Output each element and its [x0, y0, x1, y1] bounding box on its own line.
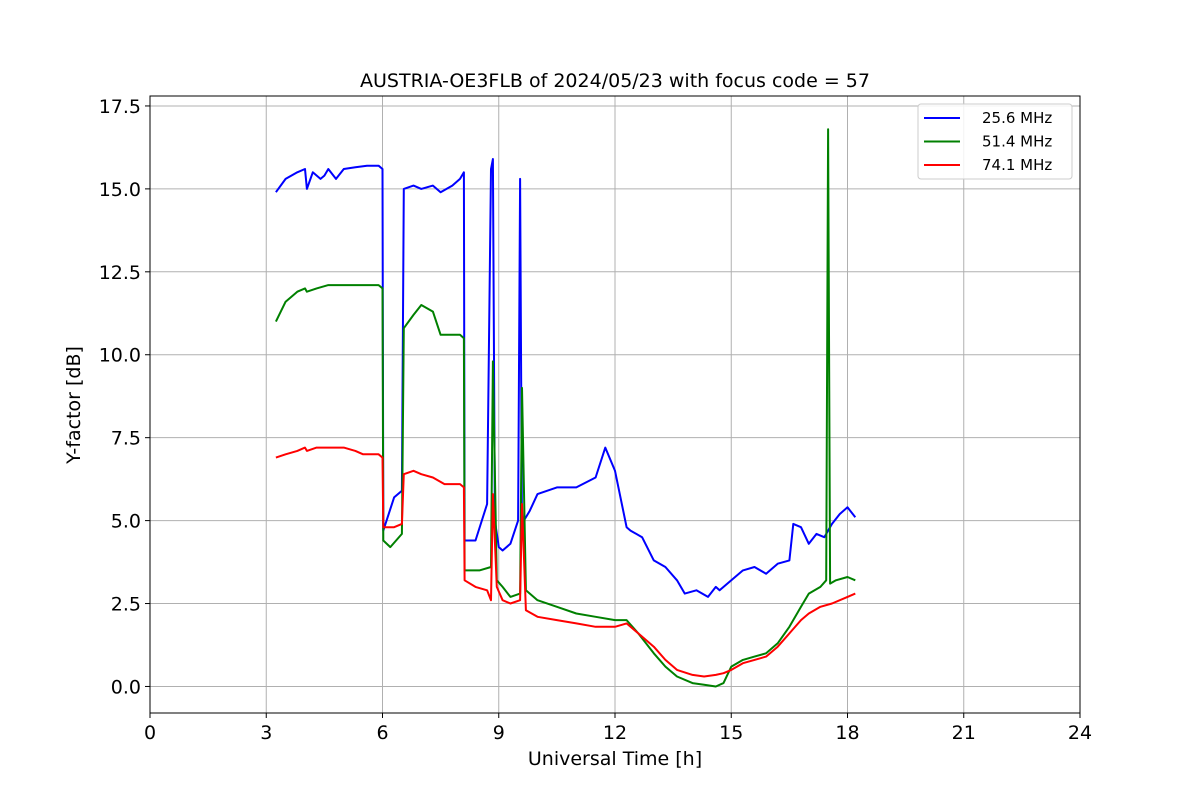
- series-line-74-1-mhz: [275, 446, 856, 678]
- y-tick-label: 15.0: [99, 179, 141, 201]
- y-tick-label: 5.0: [111, 511, 141, 533]
- series-line-25-6-mhz: [275, 158, 857, 598]
- x-axis-label: Universal Time [h]: [528, 748, 702, 770]
- x-tick-label: 12: [603, 722, 627, 744]
- x-tick-label: 18: [835, 722, 859, 744]
- legend-label: 74.1 MHz: [982, 156, 1052, 174]
- y-tick-label: 17.5: [99, 96, 141, 118]
- legend-label: 25.6 MHz: [982, 109, 1052, 127]
- y-tick-label: 10.0: [99, 345, 141, 367]
- y-axis-label: Y-factor [dB]: [63, 346, 85, 465]
- x-tick-label: 9: [493, 722, 505, 744]
- legend: 25.6 MHz 51.4 MHz 74.1 MHz: [917, 103, 1073, 180]
- x-tick-label: 15: [719, 722, 743, 744]
- series-line-51-4-mhz: [275, 128, 856, 688]
- x-tick-label: 6: [376, 722, 388, 744]
- x-tick-label: 0: [144, 722, 156, 744]
- chart-title: AUSTRIA-OE3FLB of 2024/05/23 with focus …: [360, 70, 870, 92]
- x-tick-label: 21: [952, 722, 976, 744]
- y-tick-label: 7.5: [111, 428, 141, 450]
- legend-box: [917, 103, 1073, 180]
- y-tick-label: 0.0: [111, 676, 141, 698]
- y-tick-label: 12.5: [99, 262, 141, 284]
- legend-label: 51.4 MHz: [982, 133, 1052, 151]
- x-tick-label: 24: [1068, 722, 1092, 744]
- y-tick-label: 2.5: [111, 594, 141, 616]
- series-layer: [275, 128, 857, 688]
- axis-ticks: 0 3 6 9 12 15 18 21 24 0.0 2.5 5.0 7.5 10.0 12.5 15.0 17…: [99, 96, 1092, 744]
- x-tick-label: 3: [260, 722, 272, 744]
